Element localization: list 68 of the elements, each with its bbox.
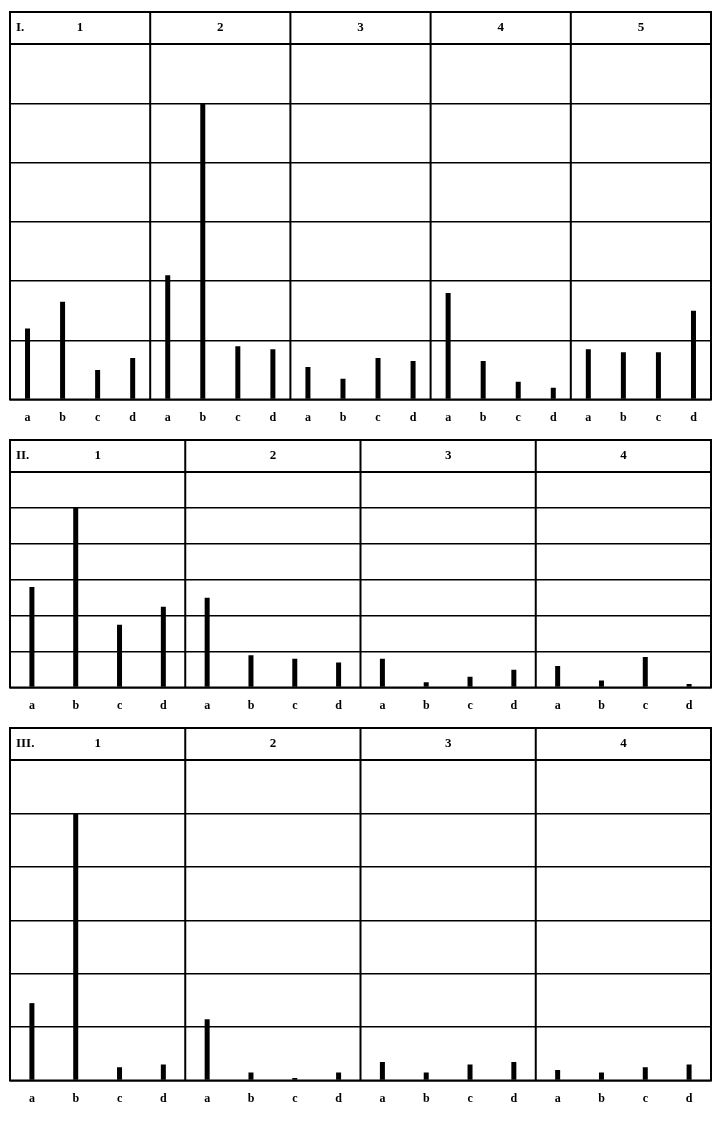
x-tick-label: a	[204, 697, 211, 712]
x-tick-label: d	[129, 409, 137, 424]
text: 3	[444, 447, 452, 463]
x-tick-label: b	[72, 1090, 80, 1105]
x-tick-label: b	[422, 1090, 430, 1105]
text: 4	[497, 19, 505, 35]
text: 5	[637, 19, 645, 35]
x-tick-label: d	[549, 409, 557, 424]
x-tick-label: a	[164, 409, 171, 424]
x-tick-label: b	[72, 697, 80, 712]
x-tick-label: d	[335, 1090, 343, 1105]
x-tick-label: a	[379, 697, 386, 712]
x-tick-label: b	[598, 697, 606, 712]
x-tick-label: a	[28, 1090, 35, 1105]
x-tick-label: c	[292, 697, 299, 712]
x-tick-label: b	[199, 409, 207, 424]
x-tick-label: d	[409, 409, 417, 424]
x-tick-label: c	[116, 697, 123, 712]
x-tick-label: d	[685, 697, 693, 712]
x-tick-label: b	[479, 409, 487, 424]
x-tick-label: c	[642, 697, 649, 712]
x-tick-label: a	[24, 409, 31, 424]
x-tick-label: b	[422, 697, 430, 712]
x-tick-label: a	[585, 409, 592, 424]
text: 3	[357, 19, 365, 35]
x-tick-label: c	[94, 409, 101, 424]
text: 3	[444, 735, 452, 751]
text: 2	[269, 735, 277, 751]
x-tick-label: a	[554, 697, 561, 712]
x-tick-label: a	[204, 1090, 211, 1105]
text: 1	[94, 447, 101, 463]
x-tick-label: d	[510, 1090, 518, 1105]
x-tick-label: c	[655, 409, 662, 424]
x-tick-label: d	[269, 409, 277, 424]
x-tick-label: c	[116, 1090, 123, 1105]
x-tick-label: d	[160, 697, 167, 712]
x-tick-label: b	[247, 697, 255, 712]
text: 4	[620, 447, 628, 463]
x-tick-label: c	[467, 1090, 474, 1105]
x-tick-label: d	[510, 697, 518, 712]
x-tick-label: c	[467, 697, 474, 712]
chart-title: II.	[16, 447, 30, 463]
x-tick-label: d	[335, 697, 343, 712]
x-tick-label: d	[685, 1090, 693, 1105]
text: 4	[620, 735, 628, 751]
x-tick-label: d	[160, 1090, 167, 1105]
text: 2	[217, 19, 224, 35]
x-tick-label: c	[515, 409, 522, 424]
x-tick-label: b	[59, 409, 67, 424]
x-tick-label: a	[28, 697, 35, 712]
x-tick-label: a	[379, 1090, 386, 1105]
x-tick-label: c	[375, 409, 382, 424]
x-tick-label: b	[620, 409, 628, 424]
x-tick-label: a	[304, 409, 311, 424]
x-tick-label: b	[247, 1090, 255, 1105]
x-tick-label: b	[598, 1090, 606, 1105]
x-tick-label: c	[235, 409, 242, 424]
text: 1	[94, 735, 101, 751]
x-tick-label: a	[445, 409, 452, 424]
x-tick-label: b	[339, 409, 347, 424]
text: 2	[269, 447, 277, 463]
chart-title: I.	[16, 19, 25, 35]
x-tick-label: a	[554, 1090, 561, 1105]
x-tick-label: c	[642, 1090, 649, 1105]
text: 1	[76, 19, 84, 35]
chart-title: III.	[16, 735, 35, 751]
x-tick-label: c	[292, 1090, 299, 1105]
x-tick-label: d	[690, 409, 698, 424]
